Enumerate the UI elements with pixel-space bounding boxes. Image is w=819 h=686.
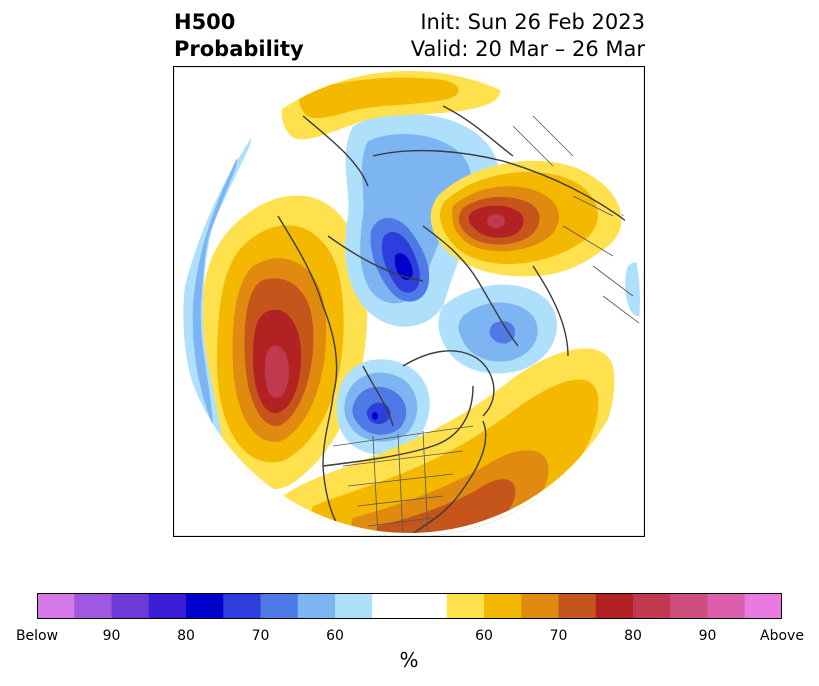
anomaly-greenland-below [438, 284, 557, 374]
colorbar-tick-label: 60 [326, 628, 344, 644]
map-frame [173, 66, 645, 537]
colorbar-tick-label: 80 [177, 628, 195, 644]
colorbar-swatch [335, 593, 373, 619]
colorbar [37, 593, 782, 619]
anomaly-ne-pacific-above [200, 195, 368, 490]
title-product: Probability [174, 37, 304, 61]
colorbar-frame [37, 593, 782, 619]
colorbar-swatch [707, 593, 746, 619]
title-right: Init: Sun 26 Feb 2023 Valid: 20 Mar – 26… [411, 9, 645, 63]
colorbar-tick-label: 70 [549, 628, 568, 644]
colorbar-swatch [744, 593, 782, 619]
colorbar-swatch [558, 593, 597, 619]
colorbar-tick-label: 60 [475, 628, 493, 644]
colorbar-swatch [372, 593, 411, 619]
colorbar-swatch [148, 593, 187, 619]
probability-field [174, 67, 644, 537]
colorbar-tick-label: 70 [251, 628, 270, 644]
colorbar-swatch [223, 593, 262, 619]
colorbar-unit-label: % [399, 648, 419, 672]
colorbar-swatch [111, 593, 150, 619]
colorbar-swatch [446, 593, 485, 619]
colorbar-swatch [595, 593, 634, 619]
map-panel [173, 66, 645, 537]
colorbar-swatch [186, 593, 224, 619]
colorbar-tick-label: 80 [624, 628, 642, 644]
anomaly-scandinavia-above [281, 69, 501, 140]
anomaly-kara-sea-below [345, 113, 500, 327]
anomaly-eastern-us-above [281, 348, 615, 537]
colorbar-tick-label: 90 [698, 628, 717, 644]
anomaly-canada-below [336, 359, 430, 455]
colorbar-swatch [633, 593, 671, 619]
colorbar-swatch [670, 593, 709, 619]
title-init-date: Init: Sun 26 Feb 2023 [420, 10, 645, 34]
coastlines [277, 95, 634, 537]
title-left: H500 Probability [174, 9, 304, 63]
colorbar-tick-label: 90 [102, 628, 121, 644]
anomaly-siberia-above [430, 160, 622, 277]
title-valid-range: Valid: 20 Mar – 26 Mar [410, 37, 645, 61]
title-variable: H500 [174, 10, 236, 34]
colorbar-swatch [37, 593, 75, 619]
colorbar-swatch [260, 593, 299, 619]
colorbar-tick-label: Above [760, 628, 804, 644]
colorbar-swatch [297, 593, 336, 619]
anomaly-w-pacific-below [183, 138, 252, 456]
colorbar-swatch [74, 593, 113, 619]
colorbar-swatch [521, 593, 560, 619]
colorbar-swatches [37, 593, 782, 619]
colorbar-tick-label: Below [15, 628, 59, 644]
colorbar-swatch [484, 593, 522, 619]
colorbar-swatch [409, 593, 448, 619]
